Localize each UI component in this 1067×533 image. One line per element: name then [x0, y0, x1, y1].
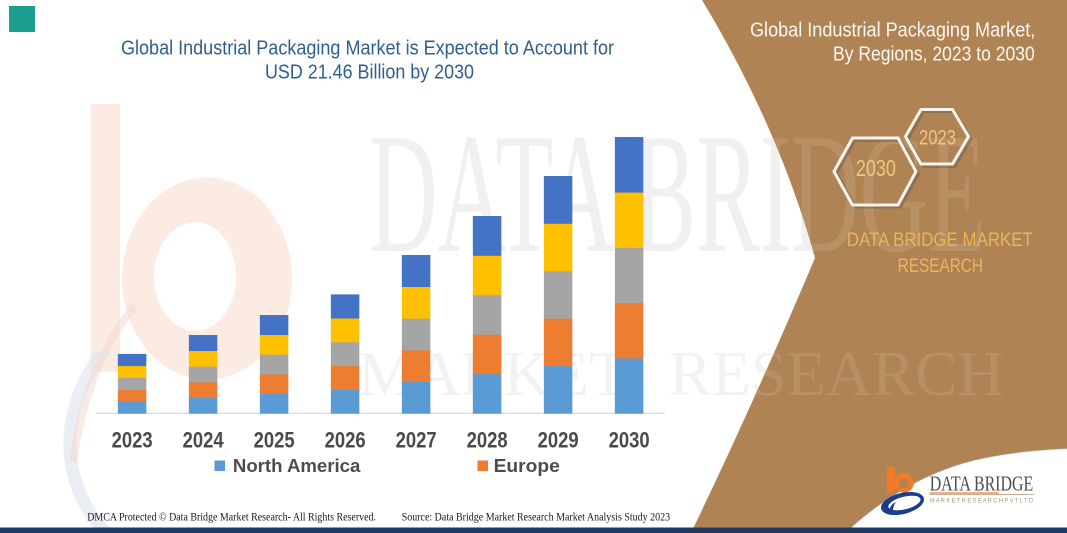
svg-text:2029: 2029 [538, 427, 579, 452]
svg-text:2026: 2026 [325, 427, 366, 452]
svg-text:2023: 2023 [112, 427, 153, 452]
svg-text:2030: 2030 [856, 155, 896, 181]
svg-text:Source: Data Bridge Market Res: Source: Data Bridge Market Research Mark… [402, 511, 671, 523]
svg-text:2024: 2024 [183, 427, 225, 452]
svg-text:Europe: Europe [494, 456, 560, 476]
svg-text:RESEARCH: RESEARCH [898, 256, 983, 277]
svg-text:DATA BRIDGE: DATA BRIDGE [930, 472, 1033, 496]
svg-text:2028: 2028 [467, 427, 508, 452]
svg-text:2023: 2023 [919, 126, 956, 149]
svg-text:USD 21.46 Billion by 2030: USD 21.46 Billion by 2030 [265, 62, 474, 84]
svg-text:DATA BRIDGE MARKET: DATA BRIDGE MARKET [847, 230, 1033, 251]
svg-text:2030: 2030 [609, 427, 650, 452]
svg-text:By Regions, 2023 to 2030: By Regions, 2023 to 2030 [833, 44, 1035, 66]
svg-text:North America: North America [233, 456, 362, 476]
svg-text:Global Industrial Packaging Ma: Global Industrial Packaging Market, [750, 20, 1035, 42]
svg-text:M A R K E T R E S E A R C H: M A R K E T R E S E A R C H P V T L T D [930, 499, 1034, 505]
svg-text:2025: 2025 [254, 427, 295, 452]
svg-text:DMCA Protected © Data Bridge M: DMCA Protected © Data Bridge Market Rese… [87, 511, 376, 523]
svg-text:2027: 2027 [396, 427, 437, 452]
svg-text:Global Industrial Packaging Ma: Global Industrial Packaging Market is Ex… [121, 38, 614, 60]
